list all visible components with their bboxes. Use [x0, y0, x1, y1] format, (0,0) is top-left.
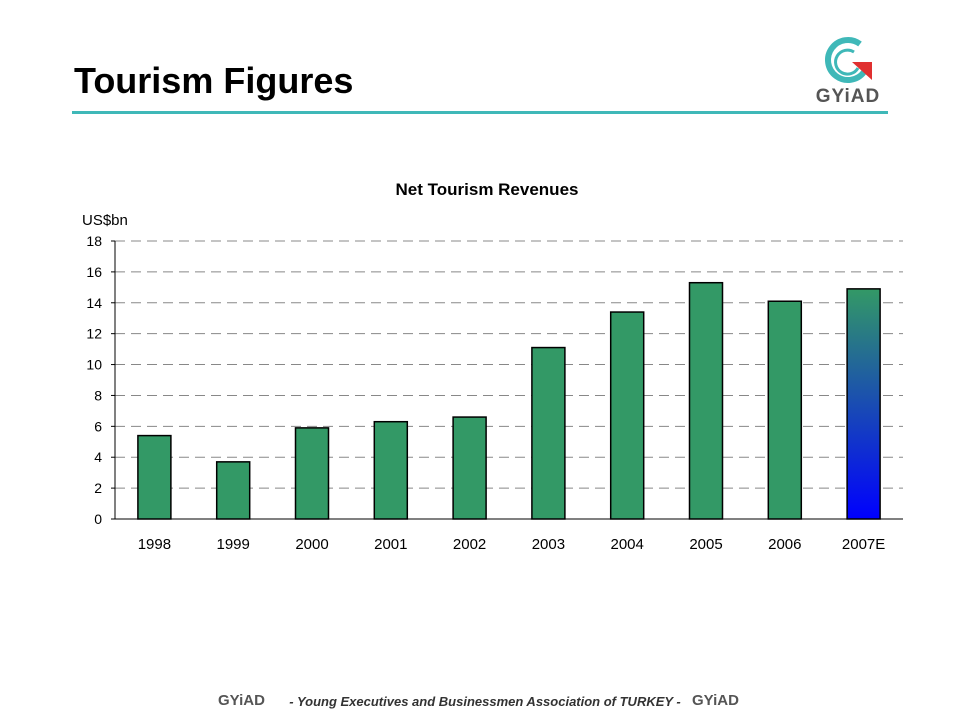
bar-2000: [294, 427, 330, 520]
bar-2007E: [846, 288, 881, 520]
footer-logo-right-text: GYiAD: [692, 692, 739, 709]
bar-2003: [531, 346, 566, 520]
slide-title: Tourism Figures: [74, 60, 354, 101]
x-tick-label: 2001: [374, 536, 407, 553]
bar-2004: [609, 311, 645, 520]
x-tick-label: 1998: [138, 536, 171, 553]
y-tick-label: 14: [86, 295, 102, 311]
x-tick-label: 2005: [689, 536, 722, 553]
gyiad-logo-icon: [825, 37, 872, 83]
bar-1998: [137, 434, 172, 520]
logo-text: GYiAD: [815, 86, 881, 107]
footer-logo-left: GYiAD: [218, 692, 265, 709]
x-tick-label: 2004: [611, 536, 644, 553]
y-tick-labels: 0 2 4 6 8 10 12 14 16 18: [86, 233, 115, 527]
y-tick-label: 18: [86, 233, 102, 249]
logo-red-arrow: [852, 62, 872, 80]
y-tick-label: 4: [94, 449, 102, 465]
bar-chart: Net Tourism Revenues US$bn 0 2 4 6 8 10 12 14 16…: [82, 180, 903, 553]
bar-1999: [215, 461, 251, 520]
y-tick-label: 16: [86, 264, 102, 280]
x-tick-label: 2003: [532, 536, 565, 553]
bar-2005: [688, 281, 724, 520]
x-tick-labels: 1998 1999 2000 2001 2002 2003 2004 2005 2006 2007…: [138, 536, 886, 553]
footer-text: - Young Executives and Businessmen Assoc…: [289, 694, 681, 709]
x-tick-label: 2006: [768, 536, 801, 553]
bar-2002: [452, 416, 487, 520]
y-tick-label: 2: [94, 480, 102, 496]
y-axis-label: US$bn: [82, 212, 128, 229]
y-tick-label: 8: [94, 387, 102, 403]
bars: [137, 281, 881, 520]
y-tick-label: 10: [86, 357, 102, 373]
x-tick-label: 2002: [453, 536, 486, 553]
title-rule: [72, 111, 888, 114]
footer-logo-right: GYiAD: [692, 692, 739, 709]
gyiad-logo: GYiAD: [808, 34, 888, 107]
chart-title: Net Tourism Revenues: [396, 180, 579, 199]
y-tick-label: 0: [94, 511, 102, 527]
footer-logo-left-text: GYiAD: [218, 692, 265, 709]
y-tick-label: 6: [94, 418, 102, 434]
footer: GYiAD - Young Executives and Businessmen…: [0, 688, 960, 716]
bar-2006: [767, 300, 803, 520]
x-tick-label: 1999: [217, 536, 250, 553]
bar-2001: [373, 420, 409, 520]
x-tick-label: 2007E: [842, 536, 885, 553]
x-tick-label: 2000: [295, 536, 328, 553]
y-tick-label: 12: [86, 326, 102, 342]
